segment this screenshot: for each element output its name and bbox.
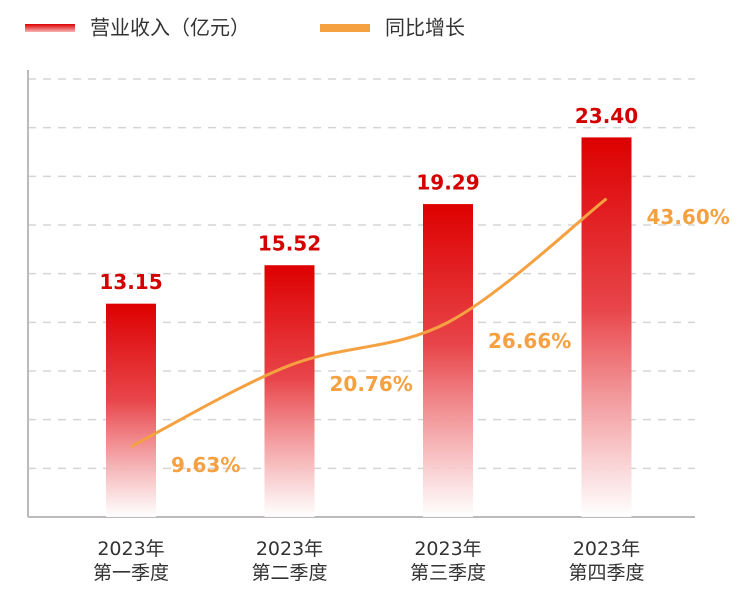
bar-value-label: 19.29: [416, 171, 479, 195]
bar: [581, 137, 632, 517]
bar: [106, 303, 156, 517]
bar-value-label: 13.15: [99, 270, 162, 294]
x-tick-label: 2023年 第一季度: [92, 538, 169, 584]
legend-label: 营业收入（亿元）: [90, 16, 250, 40]
legend-swatch: [320, 24, 370, 32]
growth-line: [130, 197, 608, 449]
x-tick-label: 2023年 第四季度: [568, 538, 645, 584]
line-value-label: 9.63%: [171, 453, 240, 477]
line-value-label: 43.60%: [647, 205, 730, 229]
line-value-label: 26.66%: [488, 329, 571, 353]
bar: [423, 204, 473, 517]
legend-swatch: [25, 24, 75, 32]
bar-value-label: 15.52: [258, 232, 321, 256]
bar-value-label: 23.40: [575, 104, 638, 128]
x-tick-label: 2023年 第三季度: [409, 538, 486, 584]
x-tick-label: 2023年 第二季度: [251, 538, 328, 584]
line-value-label: 20.76%: [330, 372, 413, 396]
legend-label: 同比增长: [385, 16, 465, 40]
bar: [264, 265, 315, 517]
